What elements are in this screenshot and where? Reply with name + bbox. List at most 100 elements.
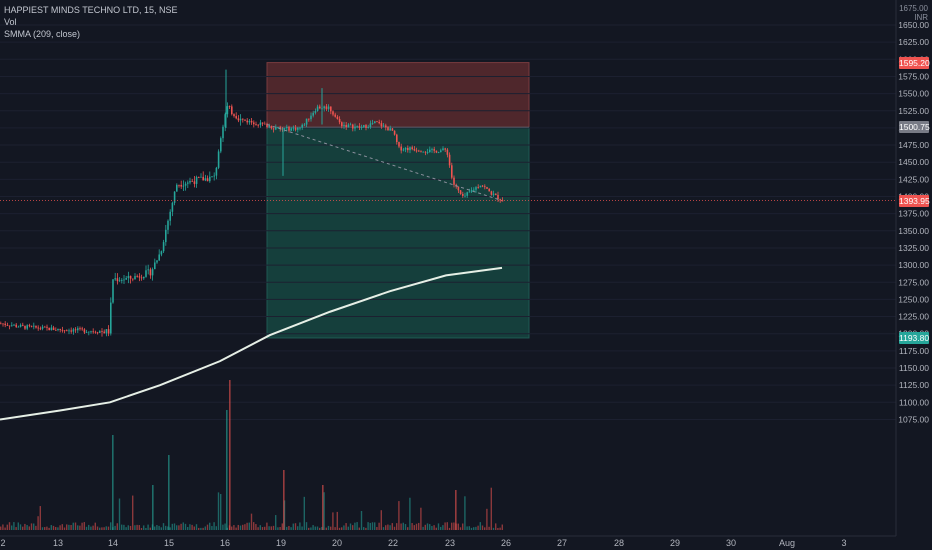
volume-bar — [343, 525, 345, 530]
candle-body — [310, 115, 312, 120]
candle-body — [167, 220, 169, 230]
volume-bar — [101, 527, 103, 530]
price-tick-label: 1075.00 — [898, 414, 929, 424]
candle-body — [294, 127, 297, 130]
candle-body — [453, 177, 455, 185]
candle-body — [206, 178, 209, 182]
candle-body — [66, 330, 68, 332]
volume-bar — [319, 527, 321, 530]
volume-bar — [481, 525, 484, 530]
candle-body — [402, 149, 405, 151]
volume-bar — [486, 508, 488, 530]
volume-bar — [371, 522, 374, 530]
volume-bar — [52, 525, 55, 530]
candle-body — [327, 106, 330, 109]
candle-body — [264, 123, 266, 125]
volume-legend[interactable]: Vol — [4, 17, 17, 27]
candle-body — [426, 152, 429, 153]
volume-bar — [132, 495, 134, 530]
volume-bar — [415, 523, 418, 530]
volume-bar — [308, 527, 310, 530]
volume-bar — [330, 526, 332, 530]
volume-bar — [178, 525, 180, 530]
stop-price-label[interactable]: 1595.20 — [899, 56, 930, 69]
candle-body — [171, 202, 174, 212]
volume-bar — [35, 525, 37, 530]
candle-body — [127, 275, 130, 279]
candle-body — [283, 128, 286, 130]
volume-bar — [387, 524, 389, 530]
volume-bar — [215, 526, 217, 530]
time-axis[interactable]: 2 13 14 15 16 19 20 22 23 26 27 28 29 30 Aug 3 — [0, 535, 896, 548]
entry-price-label[interactable]: 1500.75 — [899, 121, 930, 134]
volume-bar — [129, 525, 132, 530]
candle-body — [107, 329, 110, 334]
volume-bar — [182, 522, 184, 530]
volume-bar — [378, 522, 380, 530]
volume-bar — [107, 526, 110, 530]
candle-body — [17, 326, 20, 328]
symbol-title[interactable]: HAPPIEST MINDS TECHNO LTD, 15, NSE — [4, 5, 178, 15]
volume-bar — [477, 525, 479, 530]
price-tick-label: 1100.00 — [899, 397, 929, 407]
time-tick-label: Aug — [779, 538, 795, 548]
time-tick-label: 23 — [445, 538, 455, 548]
candle-body — [268, 126, 270, 128]
candle-body — [259, 122, 262, 126]
candle-body — [468, 191, 471, 193]
candle-body — [488, 188, 490, 192]
currency-corner[interactable]: 1675.00 INR — [899, 4, 928, 22]
candle-body — [235, 116, 237, 119]
candle-body — [312, 112, 314, 116]
volume-bar — [176, 525, 178, 530]
volume-bar — [167, 526, 169, 530]
volume-bar — [0, 526, 2, 530]
last-price-label[interactable]: 1393.95 — [899, 194, 930, 207]
candle-body — [204, 178, 207, 181]
candle-body — [248, 120, 251, 123]
volume-bar — [442, 525, 444, 530]
volume-bar — [180, 523, 182, 530]
candle-body — [345, 125, 347, 128]
candle-body — [437, 152, 440, 153]
volume-bar — [193, 526, 195, 530]
price-axis[interactable]: 1650.001625.001600.001575.001550.001525.… — [895, 0, 932, 550]
volume-bar — [99, 527, 101, 530]
candle-body — [191, 180, 193, 182]
candle-body — [246, 120, 248, 123]
time-tick-label: 28 — [614, 538, 624, 548]
candle-body — [470, 190, 473, 192]
candle-body — [411, 147, 413, 150]
candle-body — [319, 106, 321, 109]
candle-body — [376, 121, 378, 123]
candle-body — [228, 106, 231, 107]
candle-body — [145, 270, 147, 277]
target-price-label[interactable]: 1193.80 — [899, 331, 930, 344]
volume-bar — [277, 527, 279, 530]
candle-body — [11, 325, 13, 327]
candle-body — [39, 328, 42, 330]
volume-bar — [420, 507, 422, 530]
candle-body — [28, 325, 31, 327]
volume-bar — [154, 526, 156, 530]
volume-bar — [354, 522, 356, 530]
volume-bar — [55, 527, 57, 530]
volume-bar — [110, 522, 112, 530]
volume-bar — [246, 522, 248, 530]
volume-bar — [242, 524, 244, 530]
volume-bar — [495, 523, 497, 530]
volume-bar — [191, 524, 193, 530]
smma-legend[interactable]: SMMA (209, close) — [4, 29, 81, 39]
candle-body — [44, 326, 46, 328]
volume-bar — [426, 523, 429, 530]
volume-bar — [114, 525, 116, 530]
volume-bar — [72, 522, 74, 530]
candle-body — [70, 330, 72, 332]
volume-bar — [143, 525, 145, 530]
candle-body — [442, 148, 444, 151]
volume-bar — [123, 524, 125, 530]
volume-bar — [352, 525, 354, 530]
volume-bar — [2, 524, 4, 530]
candle-body — [358, 126, 361, 128]
